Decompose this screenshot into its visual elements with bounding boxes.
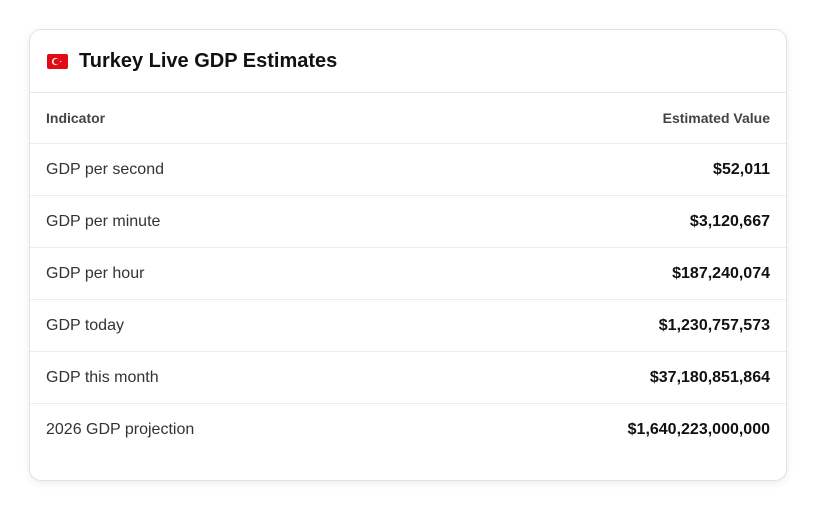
column-header: Estimated Value [414, 93, 786, 144]
card-header: Turkey Live GDP Estimates [30, 30, 786, 93]
value-cell: $1,640,223,000,000 [627, 420, 770, 438]
card-title: Turkey Live GDP Estimates [79, 49, 338, 72]
table-row: GDP per minute $3,120,667 [30, 195, 786, 248]
indicator-cell: GDP per second [30, 143, 415, 196]
gdp-table: Indicator Estimated Value GDP per second… [30, 93, 786, 455]
indicator-cell: GDP per hour [30, 247, 415, 300]
value-cell: $3,120,667 [414, 195, 786, 248]
table-row: GDP this month $37,180,851,864 [30, 351, 786, 404]
table-row: 2026 GDP projection $1,640,223,000,000 [30, 404, 786, 456]
table-row: GDP per second $52,011 [30, 143, 786, 196]
value-cell: $1,230,757,573 [414, 299, 786, 352]
flag-icon [47, 53, 68, 69]
value-cell: $37,180,851,864 [414, 351, 786, 404]
value-cell: $52,011 [414, 143, 786, 196]
indicator-cell: GDP today [30, 299, 415, 352]
indicator-cell: GDP per minute [30, 195, 415, 248]
value-cell: $187,240,074 [414, 247, 786, 300]
table-row: GDP per hour $187,240,074 [30, 247, 786, 300]
column-header: Indicator [30, 93, 415, 144]
table-body: GDP per second $52,011 GDP per minute $3,12… [30, 143, 786, 456]
table-row: GDP today $1,230,757,573 [30, 299, 786, 352]
header-row: Indicator Estimated Value [30, 93, 786, 144]
gdp-card: Turkey Live GDP Estimates Indicator Esti… [29, 29, 787, 481]
indicator-cell: 2026 GDP projection [46, 420, 195, 438]
indicator-cell: GDP this month [30, 351, 415, 404]
